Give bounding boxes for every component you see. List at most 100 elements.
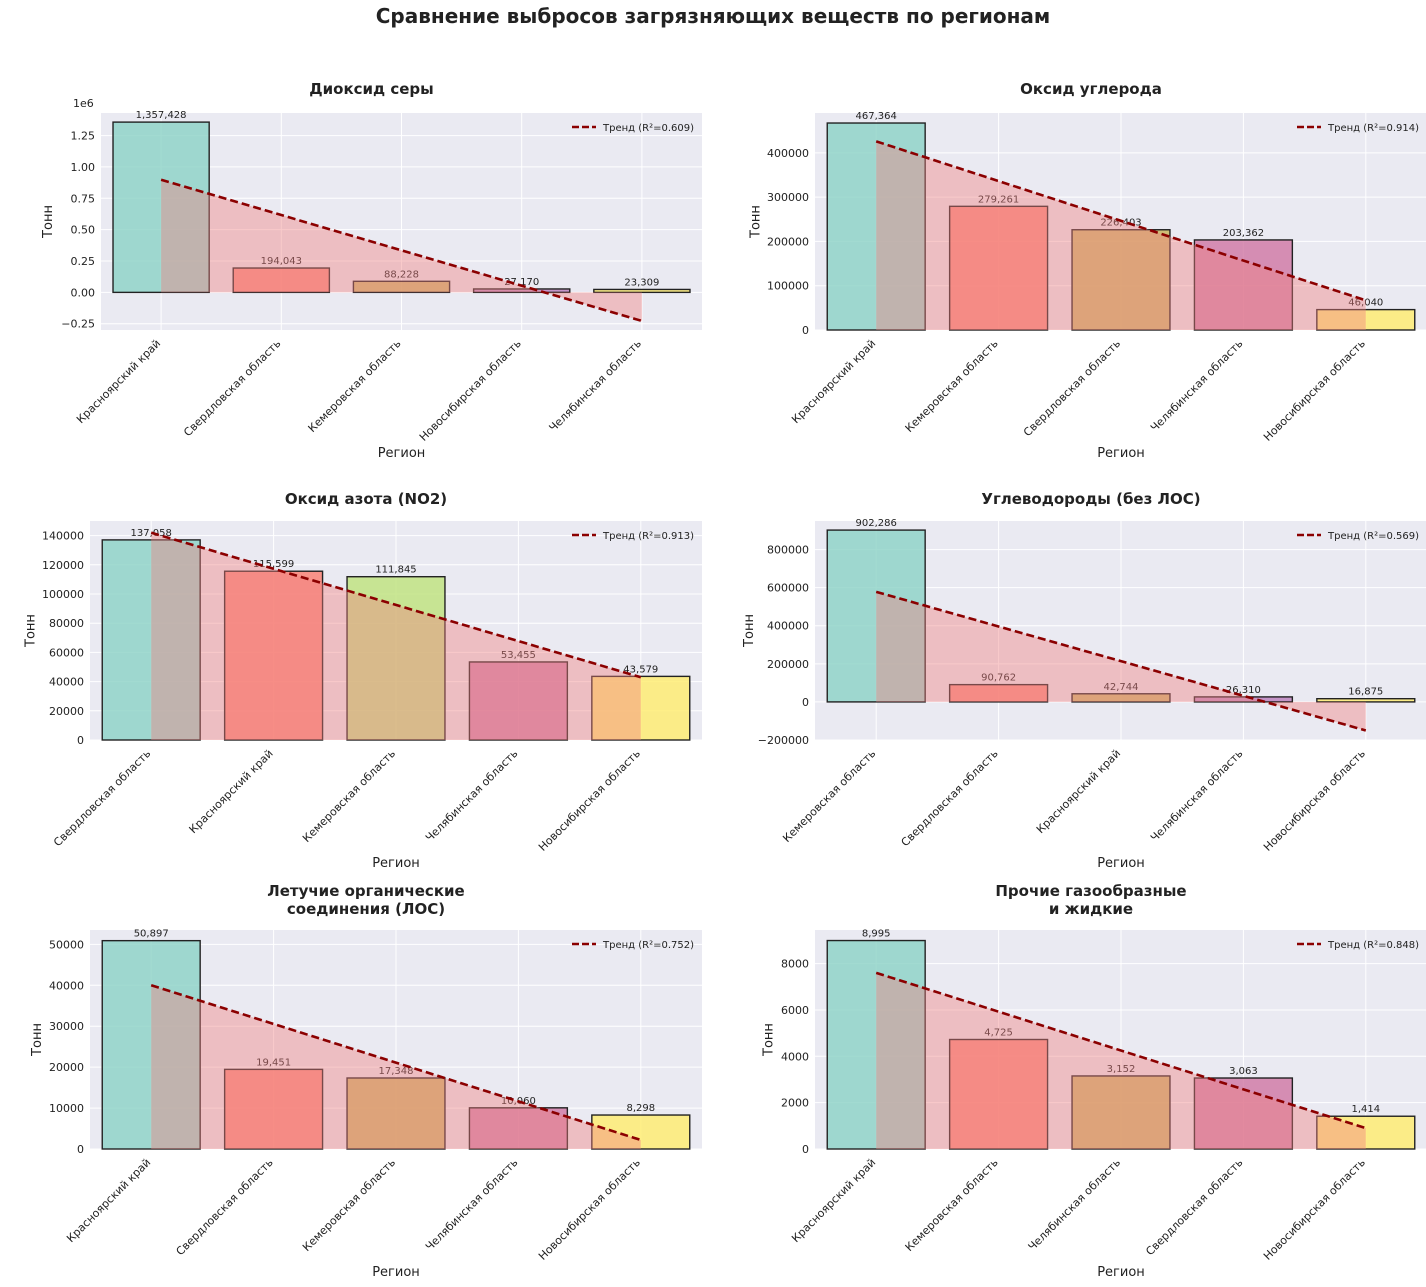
figure-title: Сравнение выбросов загрязняющих веществ … [375, 4, 1051, 28]
bar-value-label: 53,455 [501, 650, 536, 661]
legend-label: Тренд (R²=0.569) [1327, 531, 1419, 542]
bar-value-label: 203,362 [1223, 228, 1264, 239]
bar-value-label: 23,309 [624, 277, 659, 288]
bar [112, 121, 210, 294]
x-tick-label: Челябинская область [423, 1156, 520, 1253]
chart-panel: Углеводороды (без ЛОС) −200000 0 200000 4000… [713, 480, 1426, 885]
chart-svg: 0 10000 20000 30000 40000 50000 50,897 19,451 17… [30, 929, 702, 1280]
x-tick-label: Свердловская область [181, 337, 283, 439]
y-tick-label: 0 [802, 696, 809, 709]
bar-value-label: 1,414 [1351, 1104, 1380, 1115]
x-tick-label: Новосибирская область [1261, 337, 1368, 444]
bar [1071, 693, 1171, 703]
y-axis-label: Тонн [23, 614, 38, 648]
y-tick-label: 2000 [781, 1097, 809, 1110]
trend-fill [876, 141, 1366, 330]
chart-title: Летучие органические соединения (ЛОС) [267, 882, 465, 918]
x-tick-label: Кемеровская область [300, 747, 398, 845]
bar [948, 205, 1049, 331]
x-axis-label: Регион [372, 1265, 420, 1280]
bar-value-label: 4,725 [984, 1028, 1013, 1039]
chart-title: Оксид азота (NO2) [284, 490, 448, 508]
x-tick-label: Челябинская область [1148, 337, 1245, 434]
chart-title: Прочие газообразные и жидкие [995, 882, 1187, 918]
y-tick-label: 1.25 [71, 130, 96, 143]
x-tick-label: Челябинская область [1026, 1156, 1123, 1253]
y-tick-label: 800000 [767, 544, 809, 557]
bar [1071, 1075, 1171, 1150]
y-tick-label: 0.00 [71, 286, 96, 299]
y-tick-label: 200000 [767, 235, 809, 248]
bar-value-label: 16,875 [1348, 687, 1383, 698]
y-tick-label: 8000 [781, 958, 809, 971]
y-tick-label: 100000 [767, 280, 809, 293]
y-tick-label: 600000 [767, 582, 809, 595]
y-tick-label: 0 [77, 1143, 84, 1156]
bar-value-label: 1,357,428 [136, 110, 187, 121]
legend-label: Тренд (R²=0.914) [1327, 123, 1419, 134]
y-tick-label: 1.00 [71, 161, 96, 174]
y-axis-label: Тонн [30, 1023, 45, 1057]
x-tick-label: Свердловская область [51, 747, 153, 849]
y-tick-label: 0 [802, 1143, 809, 1156]
bar [468, 1107, 569, 1150]
bar-value-label: 3,063 [1229, 1066, 1258, 1077]
y-axis-label: Тонн [742, 614, 757, 648]
legend-label: Тренд (R²=0.848) [1327, 940, 1419, 951]
chart-svg: −0.25 0.00 0.25 0.50 0.75 1.00 1.25 1e6 1,357,42… [41, 97, 702, 461]
bar [826, 939, 926, 1150]
bar-value-label: 26,310 [1226, 685, 1261, 696]
y-tick-label: 0.50 [71, 224, 96, 237]
bar-value-label: 17,348 [379, 1066, 414, 1077]
bar [1193, 239, 1294, 331]
chart-svg: 0 2000 4000 6000 8000 8,995 4,725 3,152 3,063 1,4… [762, 929, 1426, 1280]
bar-value-label: 42,744 [1104, 682, 1139, 693]
bar-value-label: 194,043 [261, 256, 302, 267]
bar-value-label: 467,364 [856, 111, 897, 122]
x-tick-label: Челябинская область [423, 747, 520, 844]
x-tick-label: Свердловская область [1143, 1156, 1245, 1258]
chart-panel: Летучие органические соединения (ЛОС) 0 10… [0, 880, 713, 1285]
bar-value-label: 115,599 [253, 559, 294, 570]
chart-panel: Оксид углерода 0 100000 200000 300000 400000 4… [713, 70, 1426, 475]
bar [591, 675, 691, 741]
trend-line [875, 971, 1367, 1130]
y-tick-label: 40000 [49, 676, 84, 689]
trend-fill [876, 972, 1366, 1149]
y-tick-label: 20000 [49, 705, 84, 718]
bar [1071, 229, 1171, 331]
x-tick-label: Новосибирская область [1261, 1156, 1368, 1263]
bar [232, 267, 331, 294]
y-axis-label: Тонн [41, 205, 56, 239]
y-tick-label: 6000 [781, 1004, 809, 1017]
bar-value-label: 27,170 [504, 277, 539, 288]
bar-value-label: 8,298 [626, 1103, 655, 1114]
chart-panel: Прочие газообразные и жидкие 0 2000 4000 600… [713, 880, 1426, 1285]
bar-value-label: 19,451 [256, 1057, 291, 1068]
y-axis-label: Тонн [748, 205, 763, 239]
bar-value-label: 46,040 [1348, 298, 1383, 309]
y-tick-label: 50000 [49, 938, 84, 951]
x-tick-label: Новосибирская область [1261, 747, 1368, 854]
x-tick-label: Свердловская область [174, 1156, 276, 1258]
x-axis-label: Регион [1097, 856, 1145, 871]
trend-line [875, 140, 1367, 302]
bar [101, 539, 201, 741]
trend-fill [151, 985, 641, 1149]
chart-panel: Оксид азота (NO2) 0 20000 40000 60000 80000 10… [0, 480, 713, 885]
chart-title: Диоксид серы [309, 80, 434, 98]
bar-value-label: 902,286 [856, 518, 897, 529]
y-tick-label: 30000 [49, 1020, 84, 1033]
y-tick-label: 200000 [767, 658, 809, 671]
x-tick-label: Новосибирская область [417, 337, 524, 444]
y-tick-label: 100000 [42, 588, 84, 601]
y-tick-label: −0.25 [61, 318, 95, 331]
bar [1316, 697, 1416, 703]
chart-svg: −200000 0 200000 400000 600000 800000 902,286 9… [742, 518, 1426, 871]
x-tick-label: Кемеровская область [780, 747, 878, 845]
bar [1316, 308, 1416, 331]
bar-value-label: 88,228 [384, 269, 419, 280]
y-axis-label: Тонн [762, 1023, 777, 1057]
bar-value-label: 3,152 [1107, 1064, 1136, 1075]
bar [1316, 1115, 1416, 1150]
